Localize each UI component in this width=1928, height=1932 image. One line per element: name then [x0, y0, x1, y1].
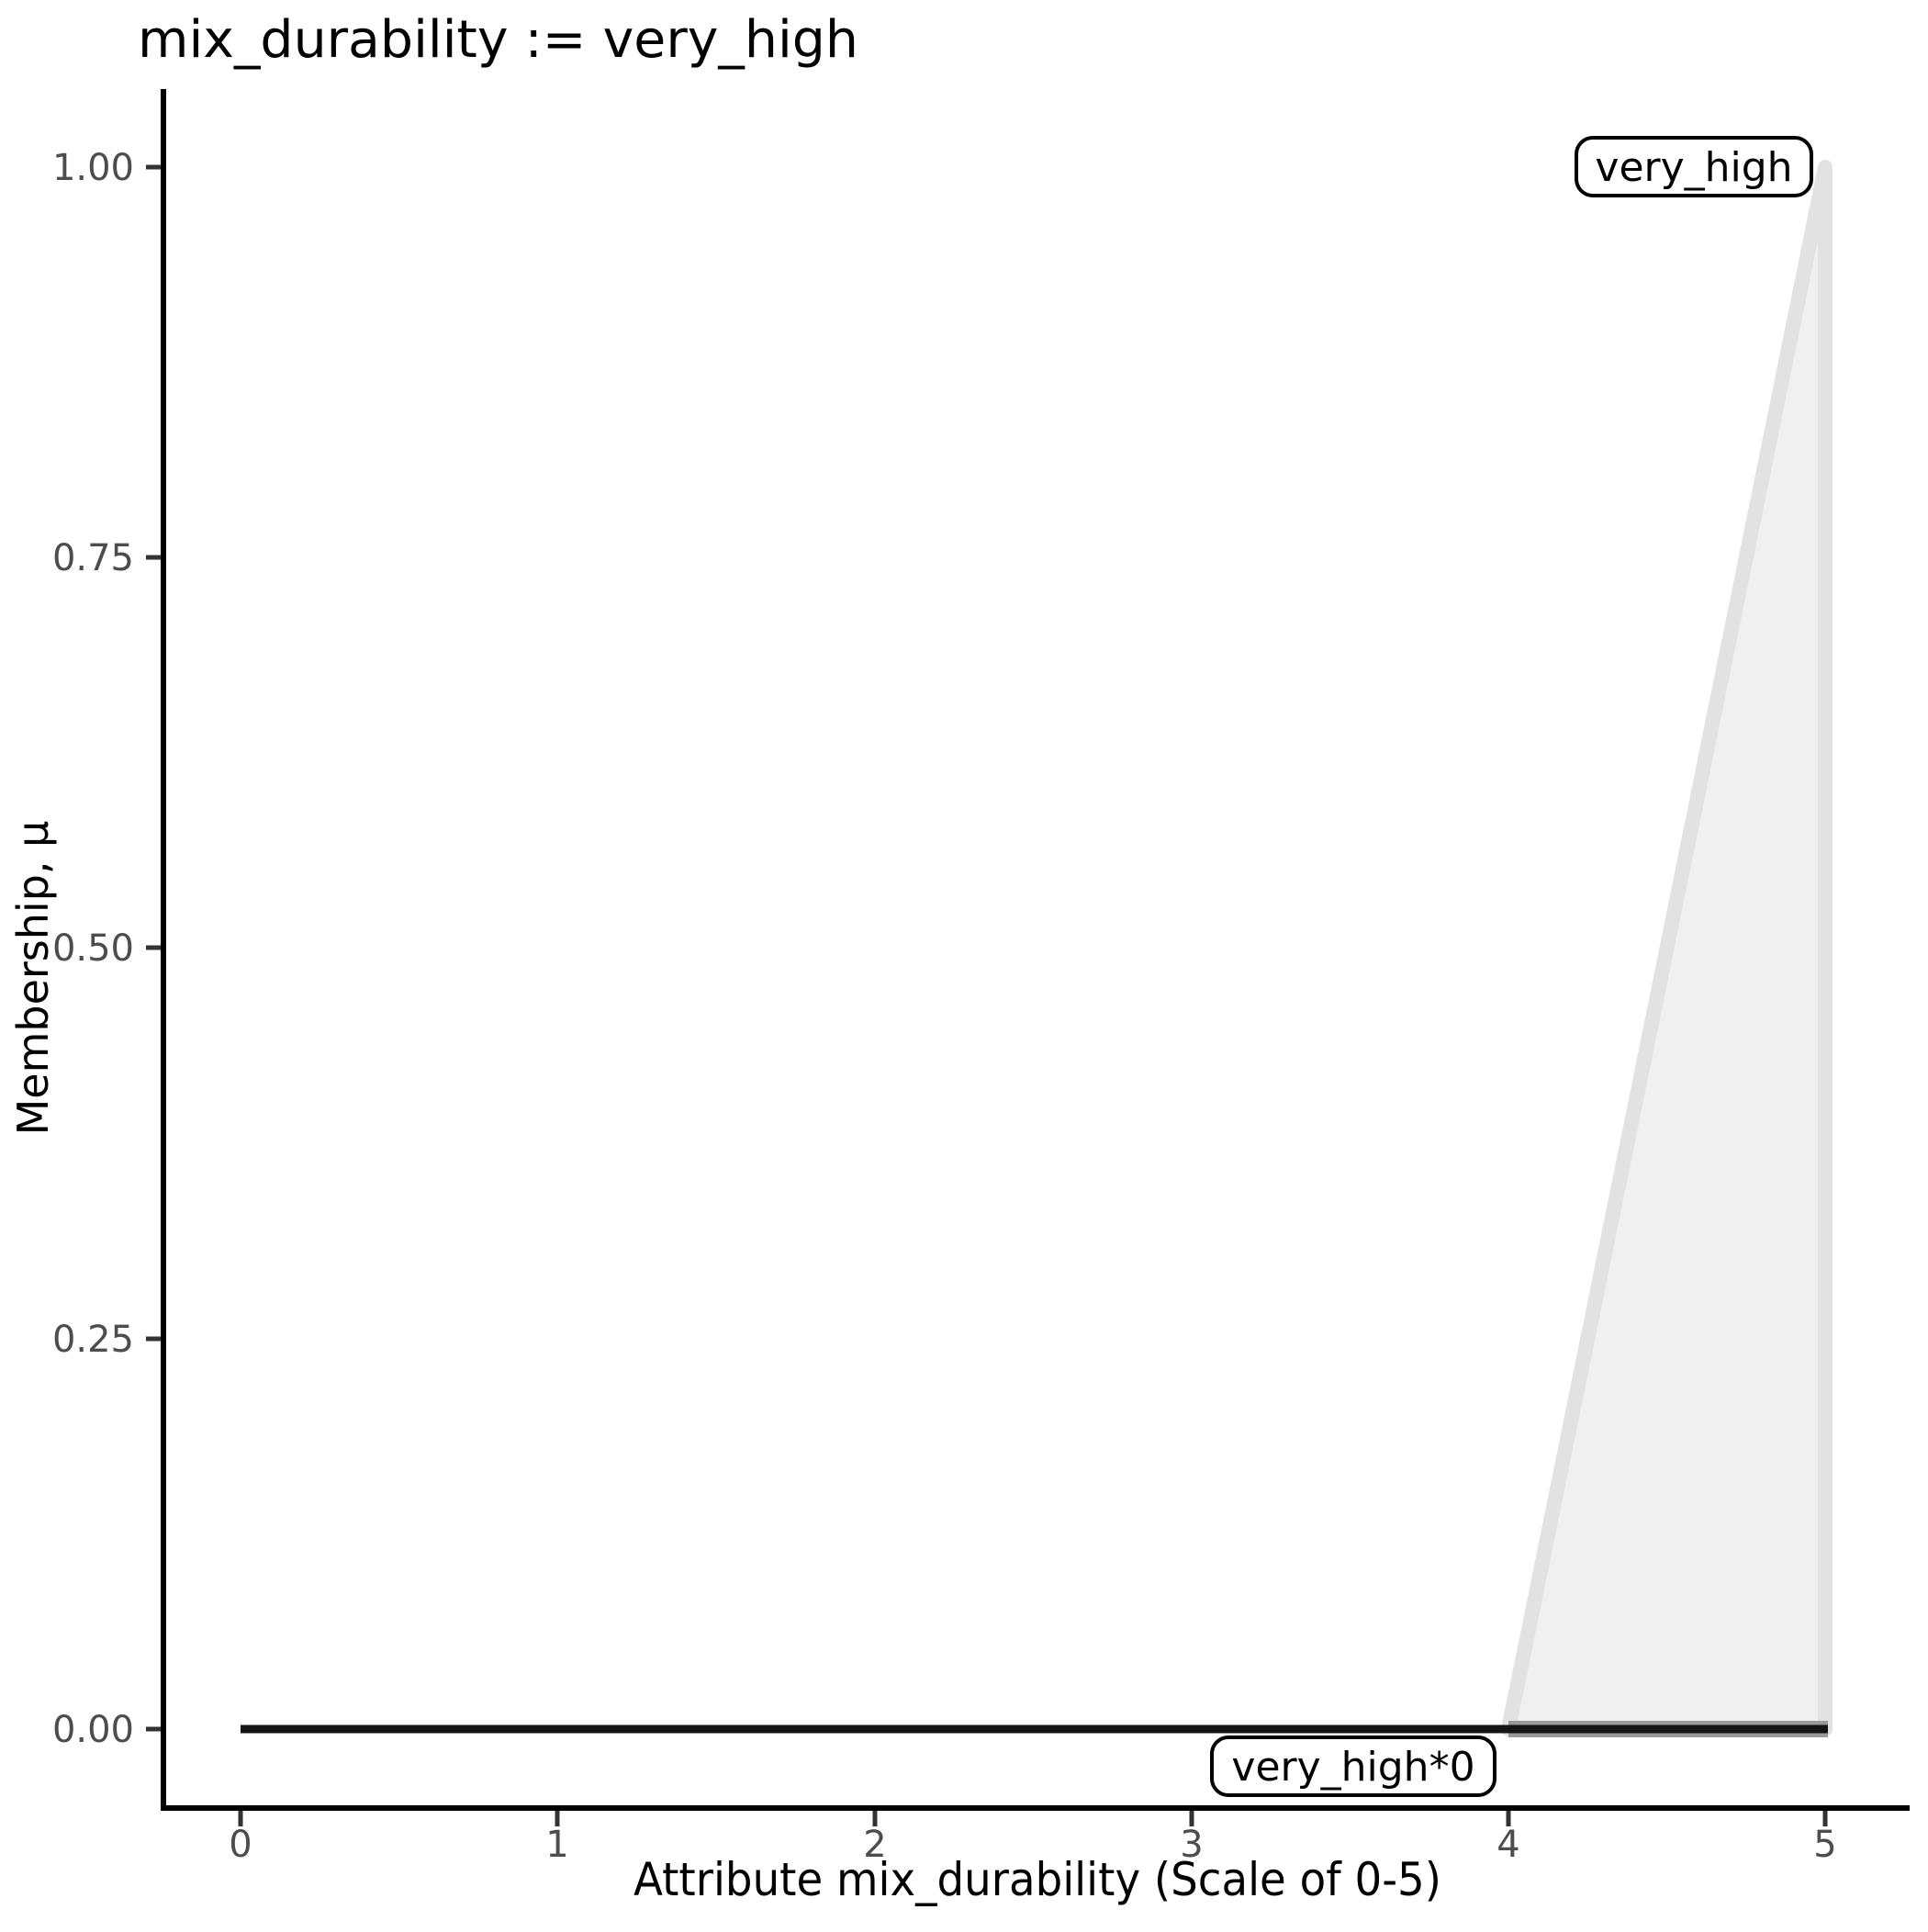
annotation-very-high-label: very_high	[1595, 144, 1792, 191]
x-tick-label-3: 3	[1180, 1824, 1203, 1866]
x-tick-marks	[238, 1811, 1828, 1826]
annotation-very-high-times-0: very_high*0	[1210, 1735, 1496, 1797]
y-tick-label-0.50: 0.50	[52, 927, 134, 970]
chart-title: mix_durability := very_high	[138, 10, 858, 70]
x-tick-label-4: 4	[1496, 1824, 1519, 1866]
annotation-very-high-times-0-label: very_high*0	[1231, 1744, 1474, 1791]
y-tick-label-0.00: 0.00	[52, 1709, 134, 1751]
y-tick-labels: 0.00 0.25 0.50 0.75 1.00	[52, 147, 134, 1751]
x-tick-label-1: 1	[545, 1824, 568, 1866]
annotation-very-high-box	[1575, 136, 1813, 197]
x-axis-title: Attribute mix_durability (Scale of 0-5)	[633, 1853, 1441, 1906]
annotation-very-high-times-0-box	[1210, 1735, 1496, 1797]
y-tick-label-1.00: 1.00	[52, 147, 134, 189]
x-tick-label-5: 5	[1813, 1824, 1836, 1866]
y-tick-marks	[146, 164, 161, 1732]
x-tick-label-0: 0	[229, 1824, 252, 1866]
y-axis-title: Membership, μ	[8, 821, 58, 1136]
x-tick-labels: 0 1 2 3 4 5	[229, 1824, 1836, 1866]
y-tick-label-0.75: 0.75	[52, 537, 134, 579]
x-tick-label-2: 2	[863, 1824, 886, 1866]
annotation-very-high: very_high	[1575, 136, 1813, 197]
y-tick-label-0.25: 0.25	[52, 1319, 134, 1361]
